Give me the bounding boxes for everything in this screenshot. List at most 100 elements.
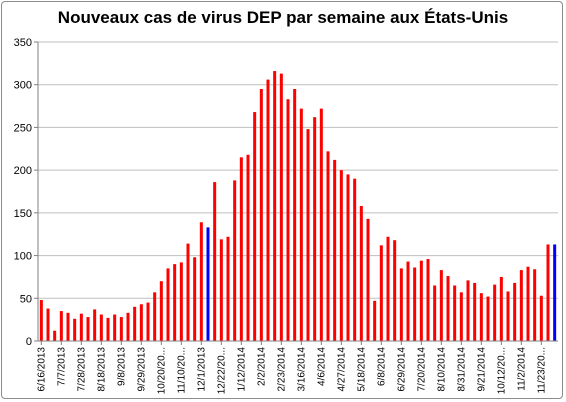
- bars: [39, 71, 557, 342]
- bar: [393, 240, 397, 341]
- bar: [379, 245, 383, 341]
- y-tick-label: 250: [14, 122, 32, 134]
- y-tick-label: 200: [14, 165, 32, 177]
- x-tick-label: 8/18/2013: [96, 347, 107, 392]
- x-axis-ticks: 6/16/2013 7/7/2013 7/28/2013 8/18/2013 9/8/2…: [36, 341, 547, 394]
- bar: [306, 129, 310, 341]
- x-tick-label: 4/27/2014: [336, 347, 347, 392]
- bar: [286, 99, 290, 342]
- x-tick-label: 3/16/2014: [296, 347, 307, 392]
- bar: [139, 304, 143, 341]
- bar: [113, 314, 117, 341]
- bar: [119, 317, 123, 341]
- x-tick-label: 6/29/2014: [396, 347, 407, 392]
- bar: [126, 312, 130, 341]
- bar: [399, 268, 403, 341]
- y-tick-label: 50: [20, 293, 32, 305]
- x-tick-label: 8/10/2014: [436, 347, 447, 392]
- bar: [406, 261, 410, 341]
- bar: [339, 170, 343, 341]
- bar: [259, 88, 263, 342]
- x-tick-label: 6/16/2013: [36, 347, 47, 392]
- bar: [333, 159, 337, 341]
- x-tick-label: 12/1/2013: [196, 347, 207, 392]
- bar: [513, 282, 517, 341]
- y-axis-ticks: 0 50 100 150 200 250 300 350: [14, 37, 38, 348]
- axes: [37, 42, 558, 342]
- bar: [246, 154, 250, 341]
- bar: [479, 293, 483, 341]
- bar: [466, 280, 470, 341]
- x-tick-label: 6/8/2014: [376, 347, 387, 386]
- x-tick-label: 11/23/20...: [536, 347, 547, 394]
- x-tick-label: 9/21/2014: [476, 347, 487, 392]
- bar: [319, 108, 323, 341]
- x-tick-label: 8/31/2014: [456, 347, 467, 392]
- bar: [546, 244, 550, 341]
- bar: [86, 317, 90, 341]
- x-tick-label: 1/12/2014: [236, 347, 247, 392]
- y-tick-label: 300: [14, 80, 32, 92]
- bar: [473, 282, 477, 341]
- x-tick-label: 11/10/20...: [176, 347, 187, 394]
- bar: [213, 182, 217, 341]
- bar: [99, 314, 103, 341]
- bar: [519, 270, 523, 341]
- bar: [426, 258, 430, 341]
- bar: [173, 264, 177, 341]
- bar: [193, 257, 197, 341]
- gridlines: [38, 41, 558, 299]
- bar: [373, 300, 377, 341]
- bar: [419, 260, 423, 341]
- x-tick-label: 2/2/2014: [256, 347, 267, 386]
- bar: [159, 281, 163, 341]
- bar: [266, 79, 270, 341]
- bar: [359, 206, 363, 341]
- bar: [166, 268, 170, 341]
- y-tick-label: 0: [26, 336, 32, 348]
- bar: [133, 306, 137, 341]
- bar: [446, 276, 450, 341]
- x-tick-label: 4/6/2014: [316, 347, 327, 386]
- bar: [453, 285, 457, 341]
- bar: [106, 317, 110, 341]
- bar: [179, 262, 183, 341]
- bar: [153, 292, 157, 341]
- bar: [299, 108, 303, 341]
- bar: [526, 266, 530, 341]
- bar: [199, 222, 203, 341]
- y-tick-label: 350: [14, 37, 32, 49]
- x-tick-label: 2/23/2014: [276, 347, 287, 392]
- bar: [226, 236, 230, 341]
- bar: [39, 299, 43, 341]
- bar: [273, 71, 277, 342]
- bar: [253, 112, 257, 341]
- x-tick-label: 10/20/20...: [156, 347, 167, 394]
- bar: [493, 284, 497, 341]
- bar: [353, 178, 357, 341]
- bar: [533, 269, 537, 341]
- bar: [93, 309, 97, 341]
- x-tick-label: 10/12/20...: [496, 347, 507, 394]
- y-tick-label: 150: [14, 208, 32, 220]
- bar: [59, 311, 63, 341]
- y-tick-label: 100: [14, 251, 32, 263]
- bar: [366, 218, 370, 341]
- bar: [499, 276, 503, 341]
- bar: [346, 174, 350, 341]
- bar: [433, 285, 437, 341]
- bar: [386, 236, 390, 341]
- bar: [239, 157, 243, 341]
- bar: [219, 239, 223, 341]
- bar: [553, 244, 557, 341]
- x-tick-label: 7/7/2013: [56, 347, 67, 386]
- bar: [206, 227, 210, 341]
- bar: [79, 313, 83, 341]
- bar: [66, 312, 70, 341]
- chart-title: Nouveaux cas de virus DEP par semaine au…: [57, 8, 509, 27]
- bar: [326, 151, 330, 341]
- bar: [46, 308, 50, 341]
- x-tick-label: 7/20/2014: [416, 347, 427, 392]
- bar: [293, 88, 297, 342]
